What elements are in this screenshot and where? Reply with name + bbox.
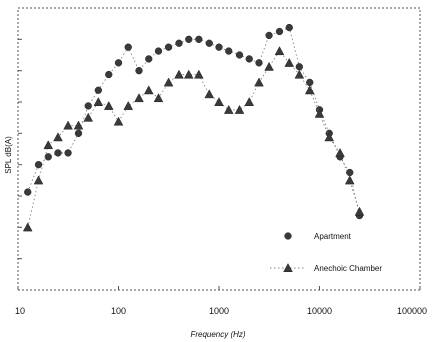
legend-marker-circle [284,232,292,240]
data-point-circle [114,59,123,67]
legend-item: Anechoic Chamber [270,263,382,273]
data-point-circle [295,63,303,71]
data-point-circle [34,161,43,169]
legend-item: Apartment [284,232,352,241]
data-point-circle [205,39,213,47]
data-point-triangle [83,112,94,122]
data-point-circle [265,31,273,40]
data-point-circle [195,35,203,43]
legend-label: Anechoic Chamber [314,264,382,273]
x-tick-label: 100 [111,306,126,316]
data-point-circle [275,27,284,36]
data-point-circle [135,67,143,75]
series-line [27,50,360,228]
data-point-circle [285,23,293,32]
data-point-triangle [103,100,114,110]
data-point-triangle [254,77,264,87]
data-point-triangle [22,222,33,232]
x-axis-title: Frequency (Hz) [190,330,245,339]
data-point-circle [306,78,314,87]
data-point-triangle [63,120,73,130]
data-point-triangle [194,69,204,79]
data-point-circle [164,43,173,51]
data-point-circle [255,59,263,67]
legend-marker-triangle [283,263,293,272]
data-point-triangle [344,175,355,185]
x-tick-label: 100000 [397,306,427,316]
y-axis-title: SPL dB(A) [4,136,13,174]
data-point-triangle [223,104,234,114]
data-point-circle [74,129,83,137]
data-point-circle [215,43,223,51]
data-point-triangle [113,116,124,126]
data-point-circle [235,51,244,59]
data-point-circle [44,153,52,161]
data-point-circle [175,39,183,47]
data-point-triangle [33,175,44,185]
data-point-triangle [324,132,335,142]
data-point-circle [154,47,163,55]
data-point-circle [24,188,32,196]
data-point-triangle [143,85,154,95]
data-point-triangle [174,69,184,79]
data-point-triangle [294,69,305,79]
data-point-circle [145,55,153,63]
data-point-triangle [284,57,295,67]
data-point-circle [124,43,132,51]
series-apartment [24,23,364,220]
data-point-circle [94,86,102,94]
data-point-circle [84,102,92,110]
data-point-circle [54,149,62,157]
data-point-triangle [93,97,104,106]
data-point-triangle [183,69,194,79]
data-point-triangle [43,140,54,150]
data-point-circle [245,55,253,63]
legend-label: Apartment [314,232,352,241]
data-point-triangle [163,77,174,87]
data-point-circle [225,47,233,55]
data-point-circle [346,168,354,177]
data-point-triangle [153,93,164,103]
x-tick-label: 10 [15,306,25,316]
series-line [27,27,360,216]
data-point-triangle [314,108,325,118]
data-point-triangle [214,97,224,106]
data-point-triangle [234,104,245,114]
data-point-triangle [274,46,285,56]
data-point-circle [185,35,193,43]
data-point-triangle [134,93,144,103]
x-tick-label: 1000 [209,306,229,316]
data-point-triangle [123,100,134,110]
series-anechoic-chamber [22,46,365,232]
data-point-triangle [53,132,63,142]
x-tick-label: 10000 [307,306,332,316]
data-point-triangle [264,61,274,71]
data-point-circle [64,149,72,157]
data-point-triangle [244,97,255,106]
data-point-triangle [335,147,345,157]
data-point-triangle [204,89,215,99]
data-point-triangle [354,206,365,216]
data-point-triangle [73,120,84,130]
data-point-circle [105,70,113,79]
data-point-triangle [304,85,315,95]
